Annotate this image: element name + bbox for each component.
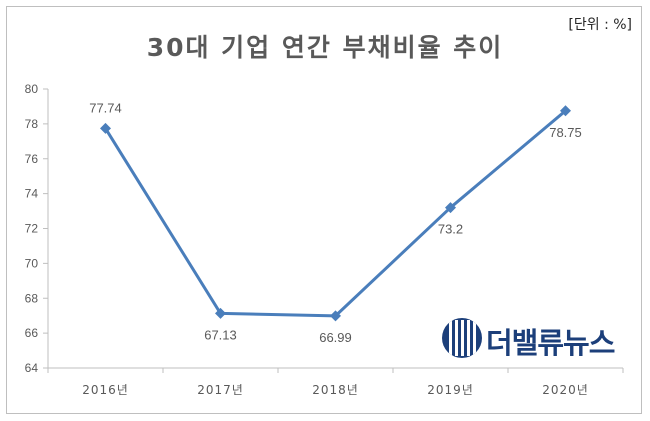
x-tick-label: 2017년 <box>197 383 244 397</box>
logo: 더밸류뉴스 <box>440 316 620 362</box>
data-label: 77.74 <box>89 100 122 115</box>
logo-text: 더밸류뉴스 <box>486 326 615 360</box>
y-tick-label: 72 <box>25 222 39 236</box>
y-tick-label: 74 <box>25 187 39 201</box>
chart-title: 30대 기업 연간 부채비율 추이 <box>146 33 504 62</box>
unit-label: [단위 : %] <box>568 17 632 33</box>
data-label: 67.13 <box>204 327 237 342</box>
x-tick-label: 2020년 <box>542 383 589 397</box>
data-label: 78.75 <box>549 125 582 140</box>
data-point-marker <box>560 105 571 117</box>
x-tick-label: 2016년 <box>82 383 129 397</box>
y-tick-label: 76 <box>25 152 39 166</box>
series-line <box>104 109 567 318</box>
y-tick-label: 80 <box>25 82 39 96</box>
data-point-marker <box>100 122 111 134</box>
y-tick-label: 68 <box>25 291 39 305</box>
data-point-marker <box>330 310 341 322</box>
logo-emblem-icon <box>442 318 482 358</box>
data-label: 66.99 <box>319 330 352 345</box>
y-tick-label: 66 <box>25 326 39 340</box>
y-tick-label: 78 <box>25 117 39 131</box>
y-tick-label: 70 <box>25 256 39 270</box>
x-tick-label: 2018년 <box>312 383 359 397</box>
data-point-marker <box>215 307 226 319</box>
y-tick-label: 64 <box>25 361 39 375</box>
data-label: 73.2 <box>438 222 463 237</box>
data-point-marker <box>445 202 456 214</box>
x-tick-label: 2019년 <box>427 383 474 397</box>
chart-frame <box>6 6 642 414</box>
